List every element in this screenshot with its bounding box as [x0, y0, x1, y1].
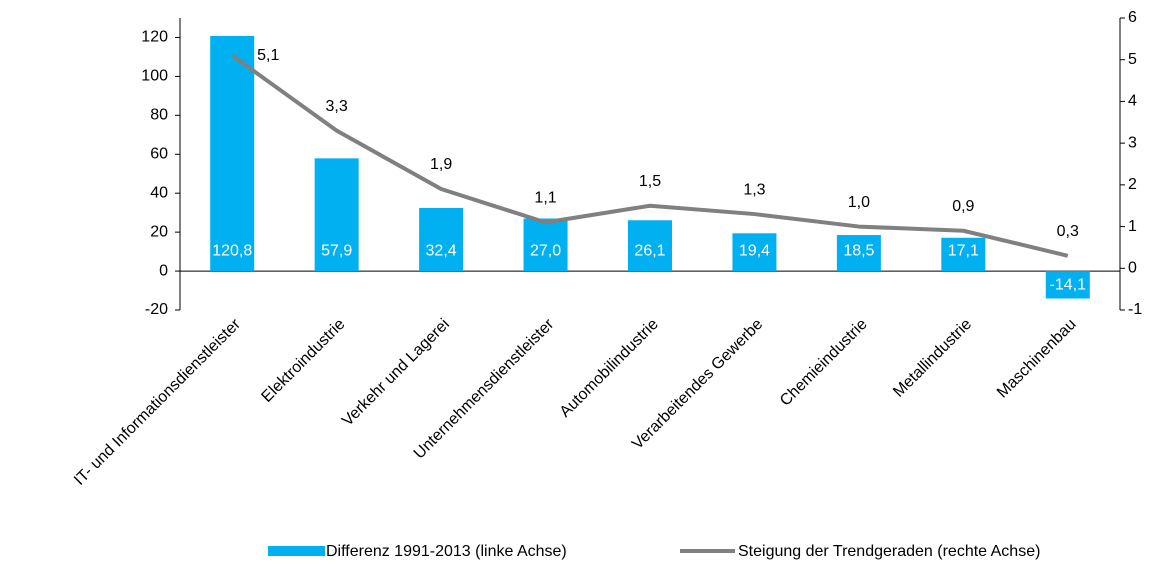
y-tick-label: 80: [150, 107, 168, 124]
x-tick-label: Maschinenbau: [994, 316, 1080, 402]
line-value-label: 0,9: [952, 198, 974, 215]
y-tick-label: 0: [159, 262, 168, 279]
bar-value-label: 27,0: [530, 242, 561, 259]
x-tick-label: Metallindustrie: [890, 316, 975, 401]
bar: [210, 35, 255, 272]
bar: [941, 237, 986, 272]
y-tick-label: 60: [150, 145, 168, 162]
trend-line: [231, 53, 1069, 258]
y-tick-label: 20: [150, 223, 168, 240]
y2-tick-label: 3: [1128, 134, 1137, 151]
line-value-label: 5,1: [257, 47, 279, 64]
x-tick-label: Chemieindustrie: [777, 316, 871, 410]
bar-value-label: 57,9: [321, 242, 352, 259]
x-tick-label: Verkehr und Lagerei: [339, 316, 453, 430]
y2-tick-label: 1: [1128, 218, 1137, 235]
y2-tick-label: 5: [1128, 51, 1137, 68]
y-tick-label: 120: [141, 29, 168, 46]
line-value-label: 1,3: [743, 181, 765, 198]
y2-tick-label: 0: [1128, 260, 1137, 277]
bar: [836, 235, 881, 272]
legend-swatch: [268, 546, 325, 556]
y2-tick-label: 6: [1128, 9, 1137, 26]
legend-label: Steigung der Trendgeraden (rechte Achse): [738, 543, 1040, 560]
y-tick-label: -20: [145, 301, 168, 318]
line-value-label: 1,5: [639, 173, 661, 190]
x-tick-label: IT- und Informationsdienstleister: [71, 315, 244, 488]
bar: [314, 158, 359, 272]
y-tick-label: 40: [150, 184, 168, 201]
x-tick-label: Elektroindustrie: [258, 316, 348, 406]
bar: [523, 218, 568, 272]
bar: [419, 207, 464, 272]
bar-value-label: 32,4: [426, 242, 457, 259]
y2-tick-label: 2: [1128, 176, 1137, 193]
line-value-label: 1,0: [848, 194, 870, 211]
y2-tick-label: -1: [1128, 301, 1142, 318]
bar: [628, 220, 672, 272]
y-tick-label: 100: [141, 68, 168, 85]
bar-value-label: 26,1: [634, 242, 665, 259]
bar: [1045, 271, 1090, 299]
bar-value-label: 19,4: [739, 242, 770, 259]
bar-value-label: -14,1: [1050, 276, 1087, 293]
line-value-label: 3,3: [326, 98, 348, 115]
bar-value-label: 17,1: [948, 242, 979, 259]
y2-tick-label: 4: [1128, 93, 1137, 110]
legend-label: Differenz 1991-2013 (linke Achse): [326, 543, 567, 560]
line-value-label: 1,9: [430, 156, 452, 173]
line-value-label: 1,1: [534, 190, 556, 207]
bar-value-label: 120,8: [212, 242, 252, 259]
line-value-label: 0,3: [1057, 223, 1079, 240]
x-tick-label: Automobilindustrie: [557, 316, 662, 421]
bar: [732, 233, 777, 272]
bar-value-label: 18,5: [843, 242, 874, 259]
